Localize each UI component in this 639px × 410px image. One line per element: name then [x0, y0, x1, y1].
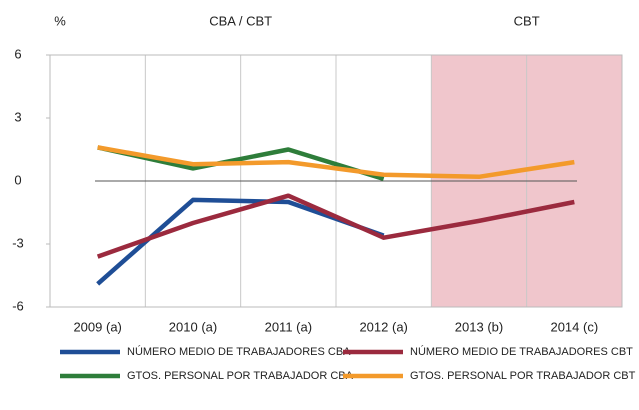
x-tick-label: 2014 (c): [550, 319, 598, 334]
series-line: [96, 193, 575, 259]
series-line: [97, 145, 575, 180]
region-label: CBT: [514, 13, 540, 28]
legend-label: GTOS. PERSONAL POR TRABAJADOR CBT: [410, 370, 636, 382]
y-tick-label: -6: [12, 298, 24, 313]
region-label: CBA / CBT: [209, 13, 272, 28]
y-tick-label: 6: [14, 46, 21, 61]
y-tick-label: -3: [12, 235, 24, 250]
x-tick-label: 2011 (a): [265, 319, 312, 334]
legend-label: NÚMERO MEDIO DE TRABAJADORES CBT: [410, 345, 633, 358]
legend-label: NÚMERO MEDIO DE TRABAJADORES CBA: [127, 345, 351, 358]
x-tick-label: 2013 (b): [455, 319, 503, 334]
unit-label: %: [54, 13, 66, 28]
y-tick-label: 0: [14, 172, 21, 187]
plot-frame: [49, 54, 623, 308]
legend-label: GTOS. PERSONAL POR TRABAJADOR CBA: [127, 370, 354, 382]
x-tick-label: 2009 (a): [73, 319, 121, 334]
x-tick-label: 2010 (a): [169, 319, 217, 334]
y-tick-label: 3: [14, 109, 21, 124]
x-tick-label: 2012 (a): [359, 319, 407, 334]
